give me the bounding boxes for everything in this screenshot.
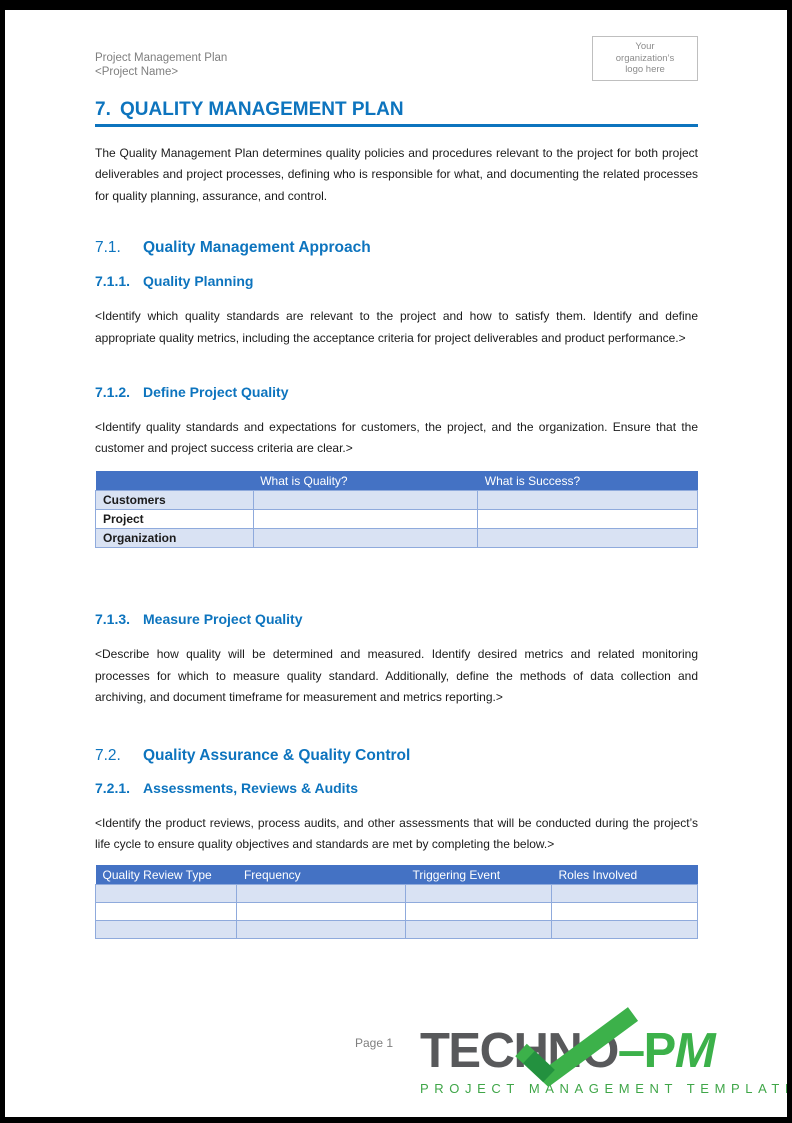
logo-placeholder-line: organization’s (615, 52, 675, 64)
section-7-1-3-paragraph: <Describe how quality will be determined… (95, 647, 698, 705)
empty-cell (94, 901, 238, 921)
chapter-heading: 7. QUALITY MANAGEMENT PLAN (95, 98, 698, 127)
running-header: Project Management Plan <Project Name> Y… (95, 36, 698, 81)
section-title: Quality Planning (143, 273, 254, 290)
table-row (94, 919, 698, 939)
section-number: 7.1. (95, 239, 121, 257)
section-7-1-1-paragraph: <Identify which quality standards are re… (95, 309, 698, 345)
brand-name-green-m: M (674, 1024, 716, 1078)
section-number: 7.1.1. (95, 273, 131, 290)
header-cell (95, 470, 254, 491)
table-row (94, 883, 698, 903)
section-heading-7-1-2: 7.1.2. Define Project Quality (95, 383, 698, 401)
chapter-number: 7. (95, 99, 111, 120)
chapter-title: QUALITY MANAGEMENT PLAN (120, 99, 404, 120)
header-cell: Quality Review Type (95, 865, 237, 885)
section-7-2-1-paragraph: <Identify the product reviews, process a… (95, 815, 698, 851)
brand-wordmark: TECHNO–PM (420, 1007, 787, 1088)
brand-logo: TECHNO–PM PROJECT MANAGEMENT TEMPLATES (420, 1007, 792, 1096)
empty-cell (252, 509, 479, 530)
brand-name-green: P (643, 1024, 677, 1078)
table-row: Organization (95, 528, 698, 549)
page-number: Page 1 (355, 1036, 394, 1050)
empty-cell (405, 883, 552, 903)
logo-placeholder-line: logo here (625, 64, 665, 76)
section-heading-7-2: 7.2. Quality Assurance & Quality Control (95, 746, 698, 765)
header-cell: Frequency (236, 865, 406, 885)
section-heading-7-1-3: 7.1.3. Measure Project Quality (95, 610, 698, 628)
section-number: 7.2. (95, 746, 121, 764)
empty-cell (551, 901, 698, 921)
quality-definition-table: What is Quality? What is Success? Custom… (95, 470, 698, 549)
project-name-placeholder: <Project Name> (95, 66, 179, 78)
check-icon (515, 1007, 639, 1088)
table-row: Customers (95, 490, 698, 511)
section-title: Measure Project Quality (143, 611, 303, 628)
table-row: Project (95, 509, 698, 530)
empty-cell (477, 528, 698, 549)
section-heading-7-1: 7.1. Quality Management Approach (95, 238, 698, 257)
table-header-row: What is Quality? What is Success? (95, 470, 698, 491)
empty-cell (477, 509, 698, 530)
empty-cell (405, 919, 552, 939)
section-title: Quality Assurance & Quality Control (143, 746, 411, 764)
empty-cell (477, 490, 698, 511)
brand-dash: – (617, 1024, 645, 1078)
empty-cell (252, 490, 479, 511)
empty-cell (551, 919, 698, 939)
table-header-row: Quality Review Type Frequency Triggering… (95, 865, 698, 885)
row-label: Organization (95, 528, 254, 549)
reviews-audits-table: Quality Review Type Frequency Triggering… (94, 865, 698, 939)
section-number: 7.1.2. (95, 384, 131, 401)
section-title: Assessments, Reviews & Audits (143, 779, 359, 796)
section-heading-7-2-1: 7.2.1. Assessments, Reviews & Audits (95, 779, 698, 797)
empty-cell (551, 883, 698, 903)
table-row (94, 901, 698, 921)
header-cell: Roles Involved (551, 865, 698, 885)
section-title: Quality Management Approach (143, 239, 371, 257)
section-number: 7.1.3. (95, 611, 131, 628)
brand-tagline: PROJECT MANAGEMENT TEMPLATES (420, 1081, 792, 1096)
org-logo-placeholder: Your organization’s logo here (592, 36, 698, 81)
section-title: Define Project Quality (143, 384, 289, 401)
header-cell: What is Success? (477, 470, 698, 491)
empty-cell (252, 528, 479, 549)
section-7-1-2-paragraph: <Identify quality standards and expectat… (95, 420, 698, 456)
empty-cell (236, 919, 407, 939)
running-header-titles: Project Management Plan <Project Name> (95, 36, 227, 79)
section-number: 7.2.1. (95, 779, 131, 796)
document-content: Project Management Plan <Project Name> Y… (5, 36, 787, 939)
row-label: Project (95, 509, 254, 530)
document-title: Project Management Plan (95, 52, 228, 64)
empty-cell (405, 901, 552, 921)
empty-cell (94, 919, 238, 939)
empty-cell (236, 901, 407, 921)
logo-placeholder-line: Your (635, 41, 655, 53)
intro-paragraph: The Quality Management Plan determines q… (95, 146, 698, 203)
empty-cell (94, 883, 238, 903)
empty-cell (236, 883, 407, 903)
header-cell: What is Quality? (253, 470, 478, 491)
section-heading-7-1-1: 7.1.1. Quality Planning (95, 272, 698, 290)
header-cell: Triggering Event (405, 865, 552, 885)
row-label: Customers (95, 490, 254, 511)
